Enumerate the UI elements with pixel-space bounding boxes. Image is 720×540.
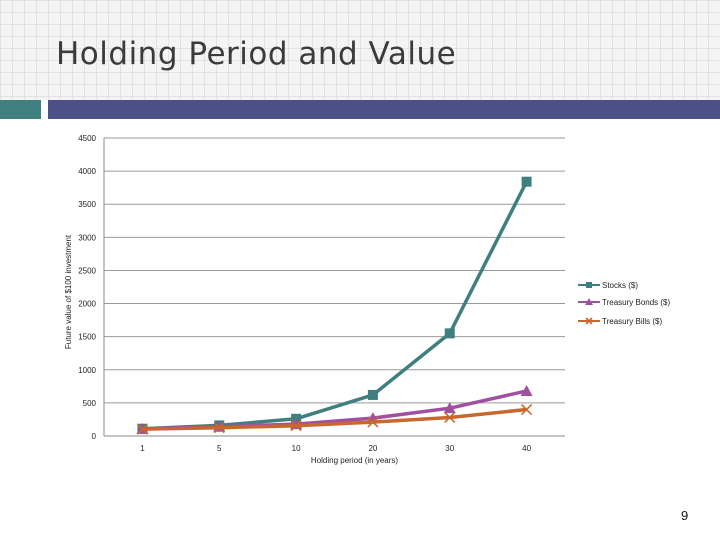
y-tick-label: 2000	[78, 300, 96, 309]
legend-marker	[585, 317, 593, 325]
y-tick-label: 4500	[78, 134, 96, 143]
series-line	[142, 407, 527, 431]
legend-label: Treasury Bills ($)	[602, 317, 662, 326]
legend-marker	[585, 298, 593, 305]
header-grid-background	[0, 0, 720, 100]
data-point	[444, 411, 456, 424]
data-point	[213, 422, 225, 434]
page-number: 9	[681, 508, 689, 523]
data-point	[290, 420, 302, 432]
legend-marker	[586, 282, 592, 288]
y-tick-label: 3500	[78, 200, 96, 209]
legend-label: Treasury Bonds ($)	[602, 298, 671, 307]
x-tick-label: 5	[217, 444, 222, 453]
data-point	[444, 328, 455, 339]
x-tick-label: 1	[140, 444, 145, 453]
data-point	[521, 403, 533, 416]
data-point	[136, 423, 148, 435]
data-point	[367, 389, 378, 400]
y-tick-label: 4000	[78, 167, 96, 176]
data-point	[520, 384, 533, 396]
y-tick-label: 3000	[78, 233, 96, 242]
x-tick-label: 30	[445, 444, 454, 453]
data-point	[367, 416, 379, 428]
header-accent-bar-navy	[48, 100, 720, 119]
y-axis-title: Future value of $100 investment	[64, 234, 73, 349]
header-accent-bar-teal	[0, 100, 41, 119]
legend-label: Stocks ($)	[602, 281, 638, 290]
y-tick-label: 1500	[78, 333, 96, 342]
data-point	[443, 402, 456, 414]
y-tick-label: 500	[83, 399, 97, 408]
data-point	[521, 176, 532, 187]
x-axis-title: Holding period (in years)	[311, 456, 398, 465]
y-tick-label: 1000	[78, 366, 96, 375]
y-tick-label: 2500	[78, 266, 96, 275]
x-tick-label: 20	[368, 444, 377, 453]
slide-title: Holding Period and Value	[56, 36, 457, 72]
x-tick-label: 40	[522, 444, 531, 453]
x-tick-label: 10	[292, 444, 301, 453]
series-line	[142, 180, 529, 431]
y-tick-label: 0	[92, 432, 97, 441]
